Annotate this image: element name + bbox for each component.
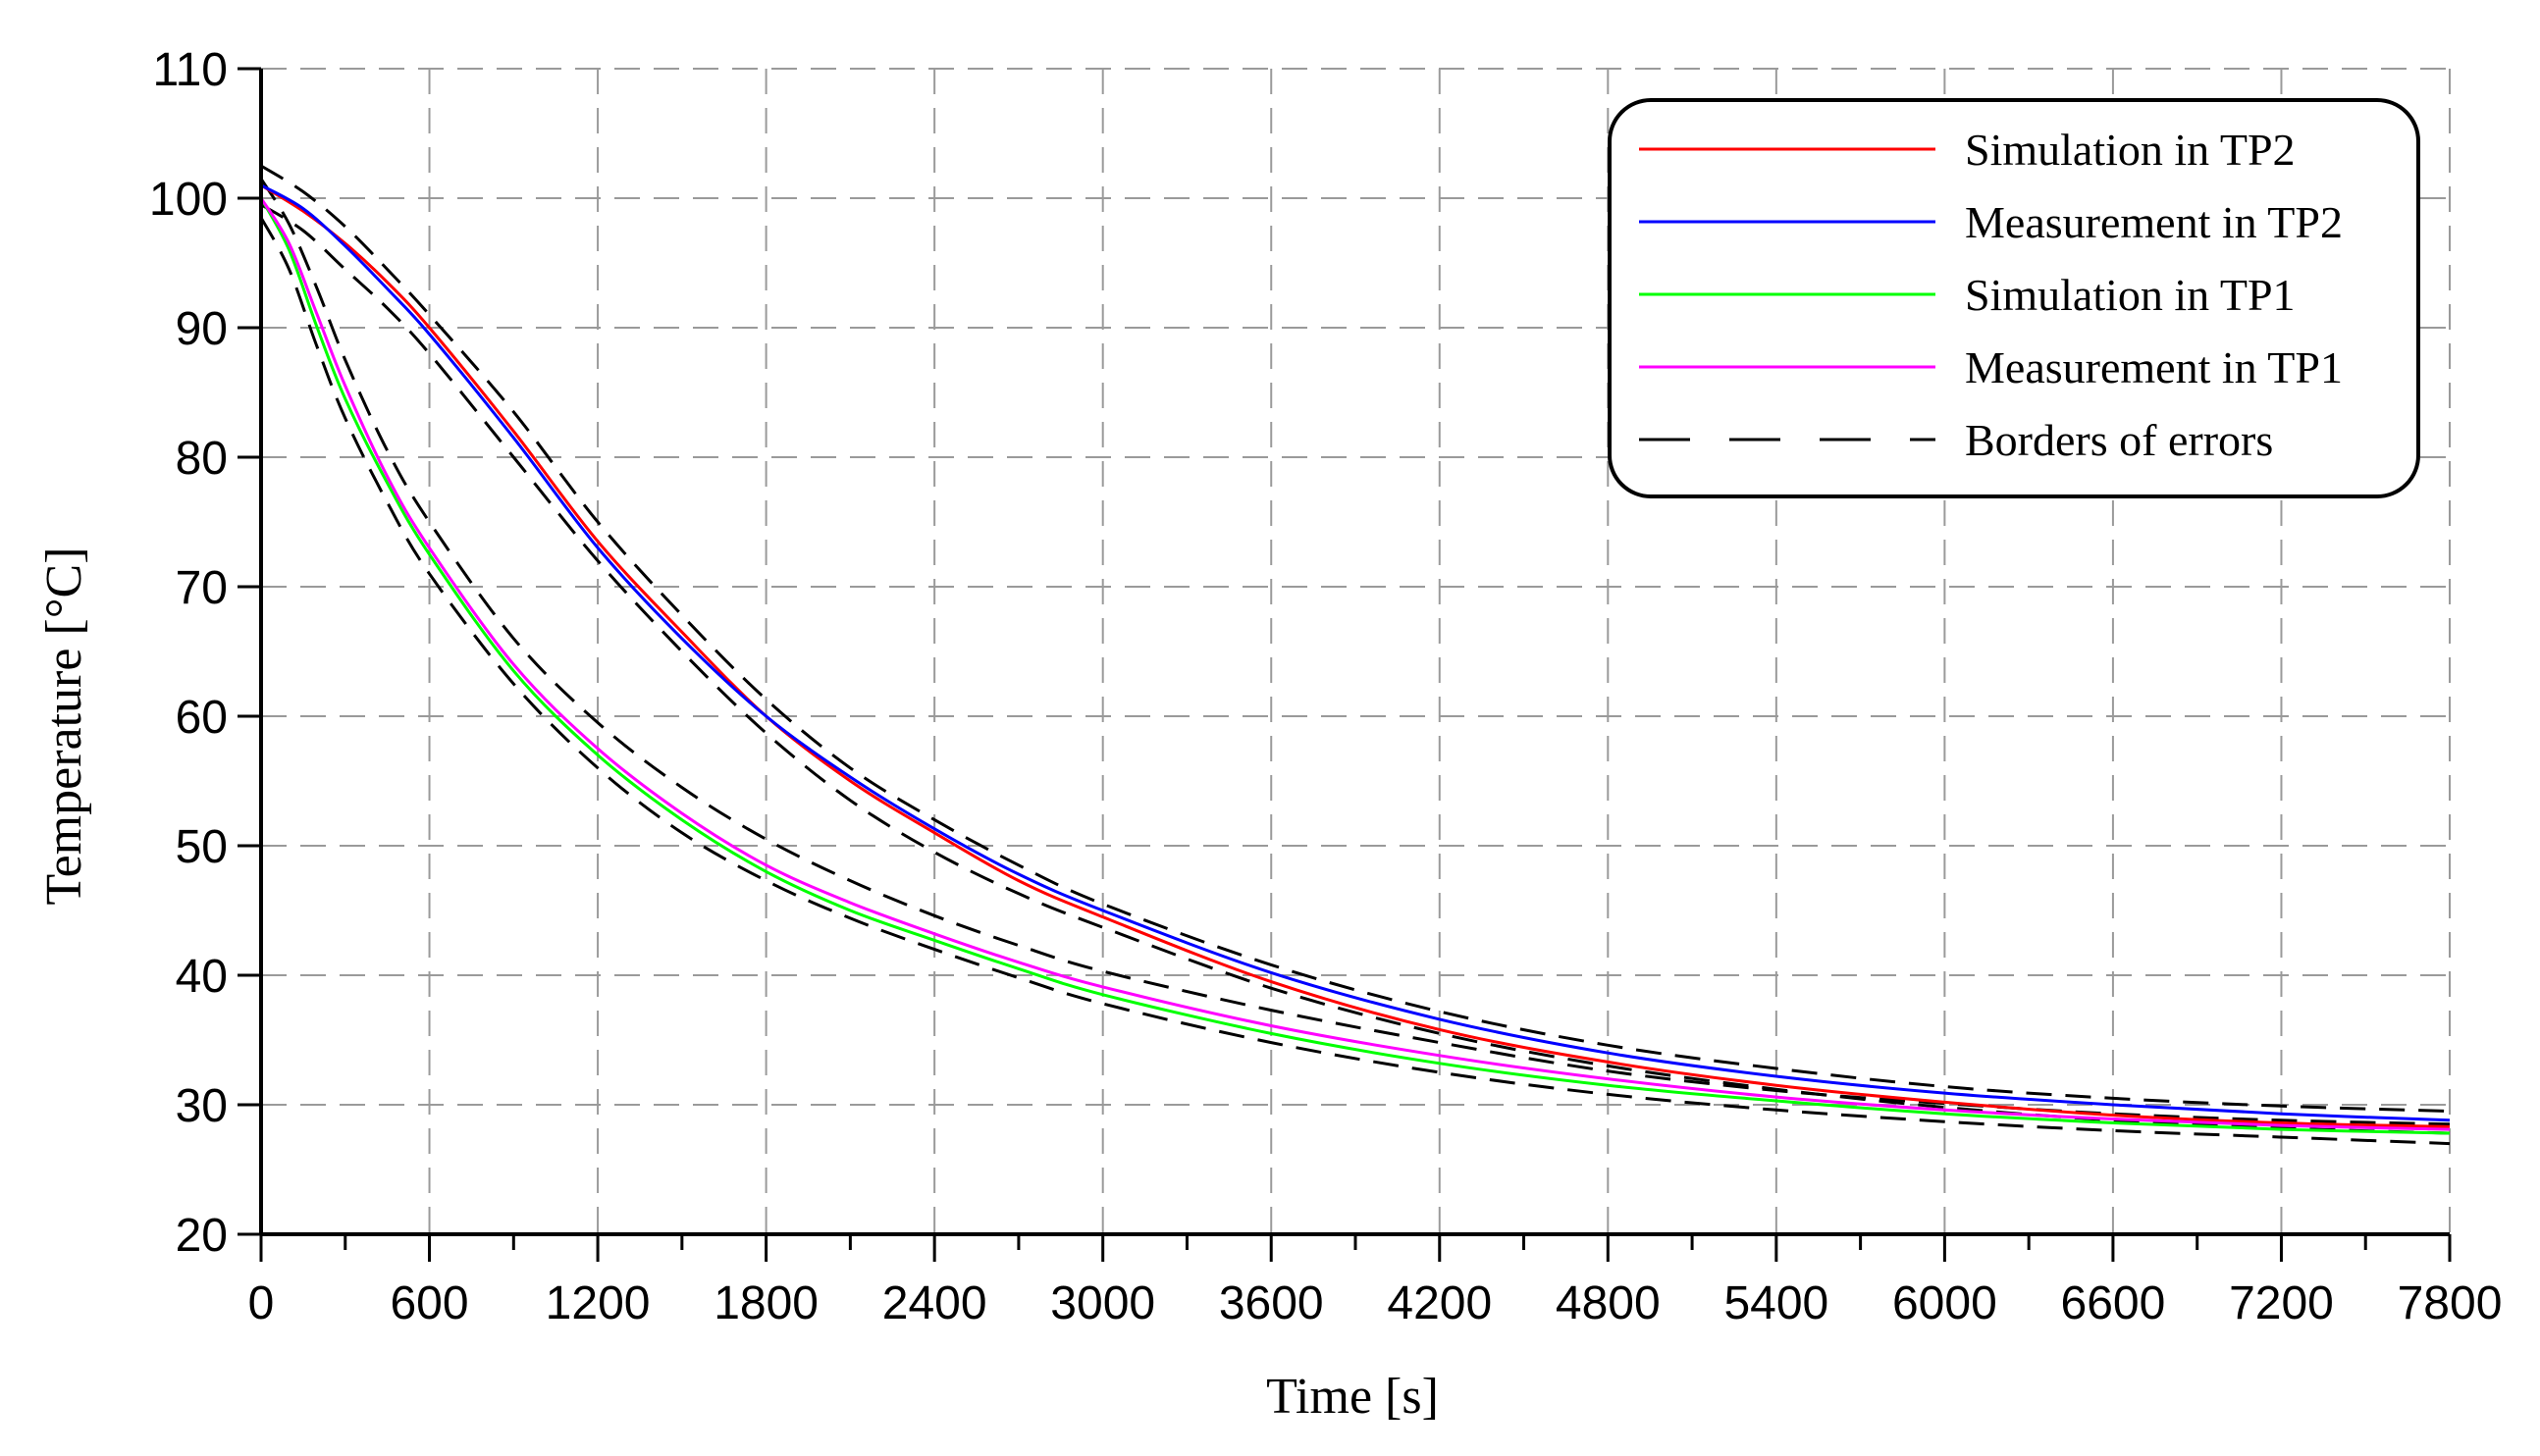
series-borders-of-errors-tp1-upper	[259, 178, 2451, 1126]
series-measurement-in-tp2	[260, 183, 2451, 1122]
x-tick-label: 3600	[1219, 1277, 1324, 1329]
series-measurement-in-tp1	[259, 197, 2451, 1131]
legend-label: Simulation in TP2	[1965, 125, 2296, 175]
y-axis-ticks: 20 30 40 50 60 70 80 90 100 110	[149, 44, 261, 1262]
y-tick-label: 90	[176, 303, 228, 355]
series-simulation-in-tp2	[260, 183, 2451, 1128]
series-lines	[259, 164, 2451, 1146]
x-tick-label: 5400	[1723, 1277, 1828, 1329]
legend: Simulation in TP2 Measurement in TP2 Simul…	[1608, 98, 2420, 498]
x-tick-label: 1800	[714, 1277, 819, 1329]
y-tick-label: 50	[176, 821, 228, 873]
x-tick-label: 600	[390, 1277, 468, 1329]
x-tick-label: 3000	[1050, 1277, 1155, 1329]
x-tick-label: 1200	[546, 1277, 651, 1329]
legend-label: Simulation in TP1	[1965, 270, 2296, 320]
y-tick-label: 100	[149, 174, 228, 226]
y-tick-label: 20	[176, 1210, 228, 1262]
series-borders-of-errors-tp2-lower	[260, 203, 2451, 1135]
x-axis-ticks: 0 600 1200 1800 2400 3000 3600 4200 4800 5400 6000…	[248, 1234, 2503, 1329]
x-tick-label: 7200	[2229, 1277, 2334, 1329]
y-tick-label: 70	[176, 562, 228, 614]
x-tick-label: 2400	[882, 1277, 987, 1329]
x-tick-label: 6000	[1892, 1277, 1997, 1329]
series-simulation-in-tp1	[259, 197, 2451, 1135]
legend-label: Borders of errors	[1965, 415, 2273, 465]
y-tick-label: 40	[176, 951, 228, 1003]
x-tick-label: 7800	[2398, 1277, 2503, 1329]
y-tick-label: 110	[152, 44, 228, 96]
y-tick-label: 80	[176, 433, 228, 485]
x-axis-title: Time [s]	[1266, 1369, 1439, 1425]
x-tick-label: 4800	[1556, 1277, 1661, 1329]
y-axis-title: Temperature [°C]	[36, 546, 92, 905]
series-borders-of-errors	[260, 164, 2451, 1114]
x-tick-label: 6600	[2061, 1277, 2166, 1329]
legend-label: Measurement in TP1	[1965, 342, 2343, 392]
legend-label: Measurement in TP2	[1965, 197, 2343, 247]
legend-box	[1608, 98, 2420, 498]
x-tick-label: 0	[248, 1277, 275, 1329]
series-borders-of-errors-tp1-lower	[259, 217, 2451, 1146]
x-tick-label: 4200	[1387, 1277, 1492, 1329]
y-tick-label: 60	[176, 692, 228, 744]
y-tick-label: 30	[176, 1080, 228, 1132]
